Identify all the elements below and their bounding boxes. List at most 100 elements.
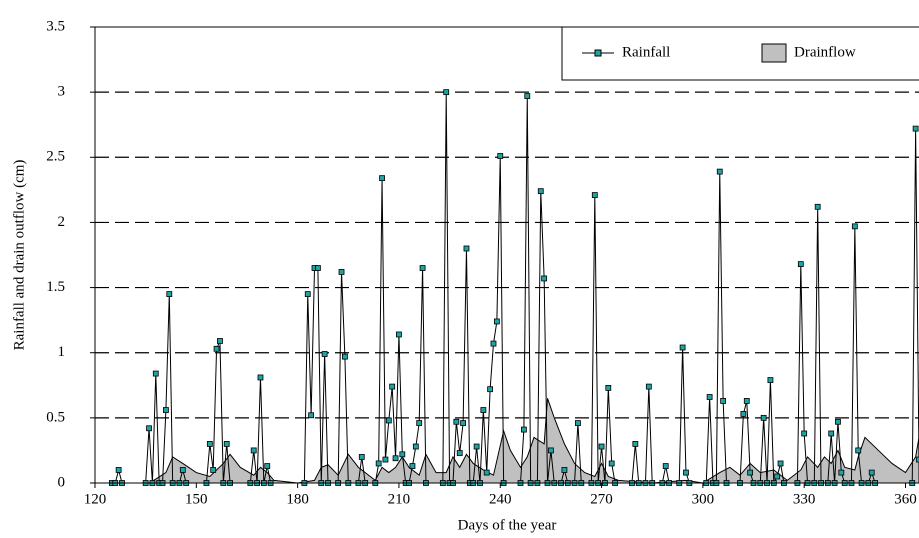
y-tick-label: 3.5: [46, 18, 65, 34]
rainfall-marker: [146, 425, 152, 432]
rainfall-marker: [480, 407, 487, 413]
y-tick-label: 2: [58, 214, 66, 230]
rainfall-marker: [389, 383, 396, 390]
rainfall-marker: [855, 447, 862, 454]
y-tick-label: 3: [58, 84, 66, 100]
rainfall-marker: [166, 291, 173, 297]
x-tick-label: 120: [84, 491, 107, 507]
rainfall-marker: [206, 441, 213, 447]
legend-label: Drainflow: [794, 44, 856, 60]
rainfall-marker: [490, 340, 497, 347]
rainfall-marker: [524, 93, 531, 99]
rainfall-marker: [304, 291, 311, 297]
y-tick-label: 0.5: [46, 409, 65, 425]
x-tick-label: 270: [590, 491, 613, 507]
rainfall-marker: [385, 417, 392, 424]
rainfall-marker: [152, 370, 159, 377]
rainfall-marker: [747, 469, 754, 476]
rainfall-marker: [493, 318, 500, 325]
x-tick-label: 330: [793, 491, 816, 507]
y-tick-label: 1: [58, 344, 66, 360]
x-tick-label: 210: [388, 491, 411, 507]
x-axis-label: Days of the year: [458, 517, 557, 533]
rainfall-marker: [838, 469, 845, 476]
rainfall-marker: [767, 377, 774, 383]
legend-swatch: [761, 43, 787, 63]
legend-label: Rainfall: [622, 44, 670, 60]
rainfall-marker: [264, 463, 271, 469]
rainfall-marker: [548, 447, 554, 454]
rainfall-marker: [797, 261, 804, 268]
rainfall-marker: [679, 344, 686, 351]
rainfall-marker: [473, 443, 480, 450]
rainfall-marker: [575, 420, 581, 426]
rainfall-marker: [520, 426, 527, 433]
y-axis-label: Rainfall and drain outflow (cm): [11, 160, 27, 351]
rainfall-marker: [487, 386, 494, 393]
rainfall-marker: [456, 450, 463, 456]
rainfall-marker: [743, 398, 750, 404]
rainfall-marker: [537, 188, 544, 195]
rainfall-marker: [828, 430, 835, 437]
rainfall-marker: [632, 441, 639, 447]
y-tick-label: 1.5: [46, 279, 65, 295]
rainfall-marker: [217, 338, 223, 344]
rainfall-marker: [379, 175, 385, 182]
rainfall-marker: [392, 455, 399, 462]
legend-marker: [594, 49, 602, 57]
rainfall-marker: [598, 443, 605, 450]
rainfall-marker: [720, 398, 727, 404]
rainfall-marker: [541, 275, 548, 282]
rainfall-marker: [605, 384, 612, 391]
rainfall-marker: [706, 394, 713, 400]
rainfall-marker: [662, 463, 669, 469]
rainfall-marker: [460, 420, 466, 426]
rainfall-marker: [683, 469, 689, 476]
rainfall-marker: [223, 441, 230, 447]
rainfall-marker: [835, 418, 841, 425]
rainfall-marker: [321, 351, 328, 357]
y-tick-label: 0: [58, 474, 66, 490]
rainfall-marker: [760, 414, 767, 421]
y-tick-label: 2.5: [46, 149, 65, 165]
rainfall-marker: [777, 460, 784, 467]
rainfall-marker: [375, 460, 382, 467]
rainfall-marker: [213, 345, 220, 352]
rainfall-marker: [591, 192, 598, 198]
rainfall-marker: [416, 420, 423, 426]
rainfall-marker: [396, 331, 402, 338]
rainfall-marker: [463, 245, 470, 252]
rainfall-marker: [419, 265, 426, 271]
x-tick-label: 360: [894, 491, 917, 507]
x-tick-label: 240: [489, 491, 512, 507]
rainfall-marker: [179, 467, 186, 473]
rainfall-marker: [740, 411, 747, 417]
rainfall-marker: [483, 469, 490, 476]
x-tick-label: 150: [185, 491, 208, 507]
rainfall-marker: [409, 463, 416, 469]
rainfall-marker: [916, 456, 919, 463]
rainfall-marker: [443, 89, 450, 96]
rainfall-marker: [257, 374, 264, 381]
rainfall-marker: [308, 412, 315, 419]
rainfall-marker: [497, 153, 504, 159]
rainfall-marker: [801, 430, 808, 437]
rainfall-marker: [412, 443, 419, 450]
x-tick-label: 180: [286, 491, 309, 507]
rainfall-marker: [912, 125, 919, 132]
x-tick-label: 300: [692, 491, 715, 507]
rainfall-marker: [561, 467, 568, 473]
rainfall-marker: [115, 467, 122, 473]
rainfall-marker: [163, 407, 169, 413]
rainfall-marker: [250, 447, 257, 454]
rainfall-marker: [453, 418, 460, 425]
rainfall-marker: [358, 454, 365, 460]
rainfall-marker: [716, 168, 723, 175]
rainfall-marker: [645, 383, 652, 390]
rainfall-marker: [774, 473, 781, 480]
rainfall-marker: [338, 269, 345, 275]
rainfall-marker: [868, 469, 875, 476]
rainfall-marker: [608, 460, 615, 467]
drainflow-area: [111, 398, 919, 484]
